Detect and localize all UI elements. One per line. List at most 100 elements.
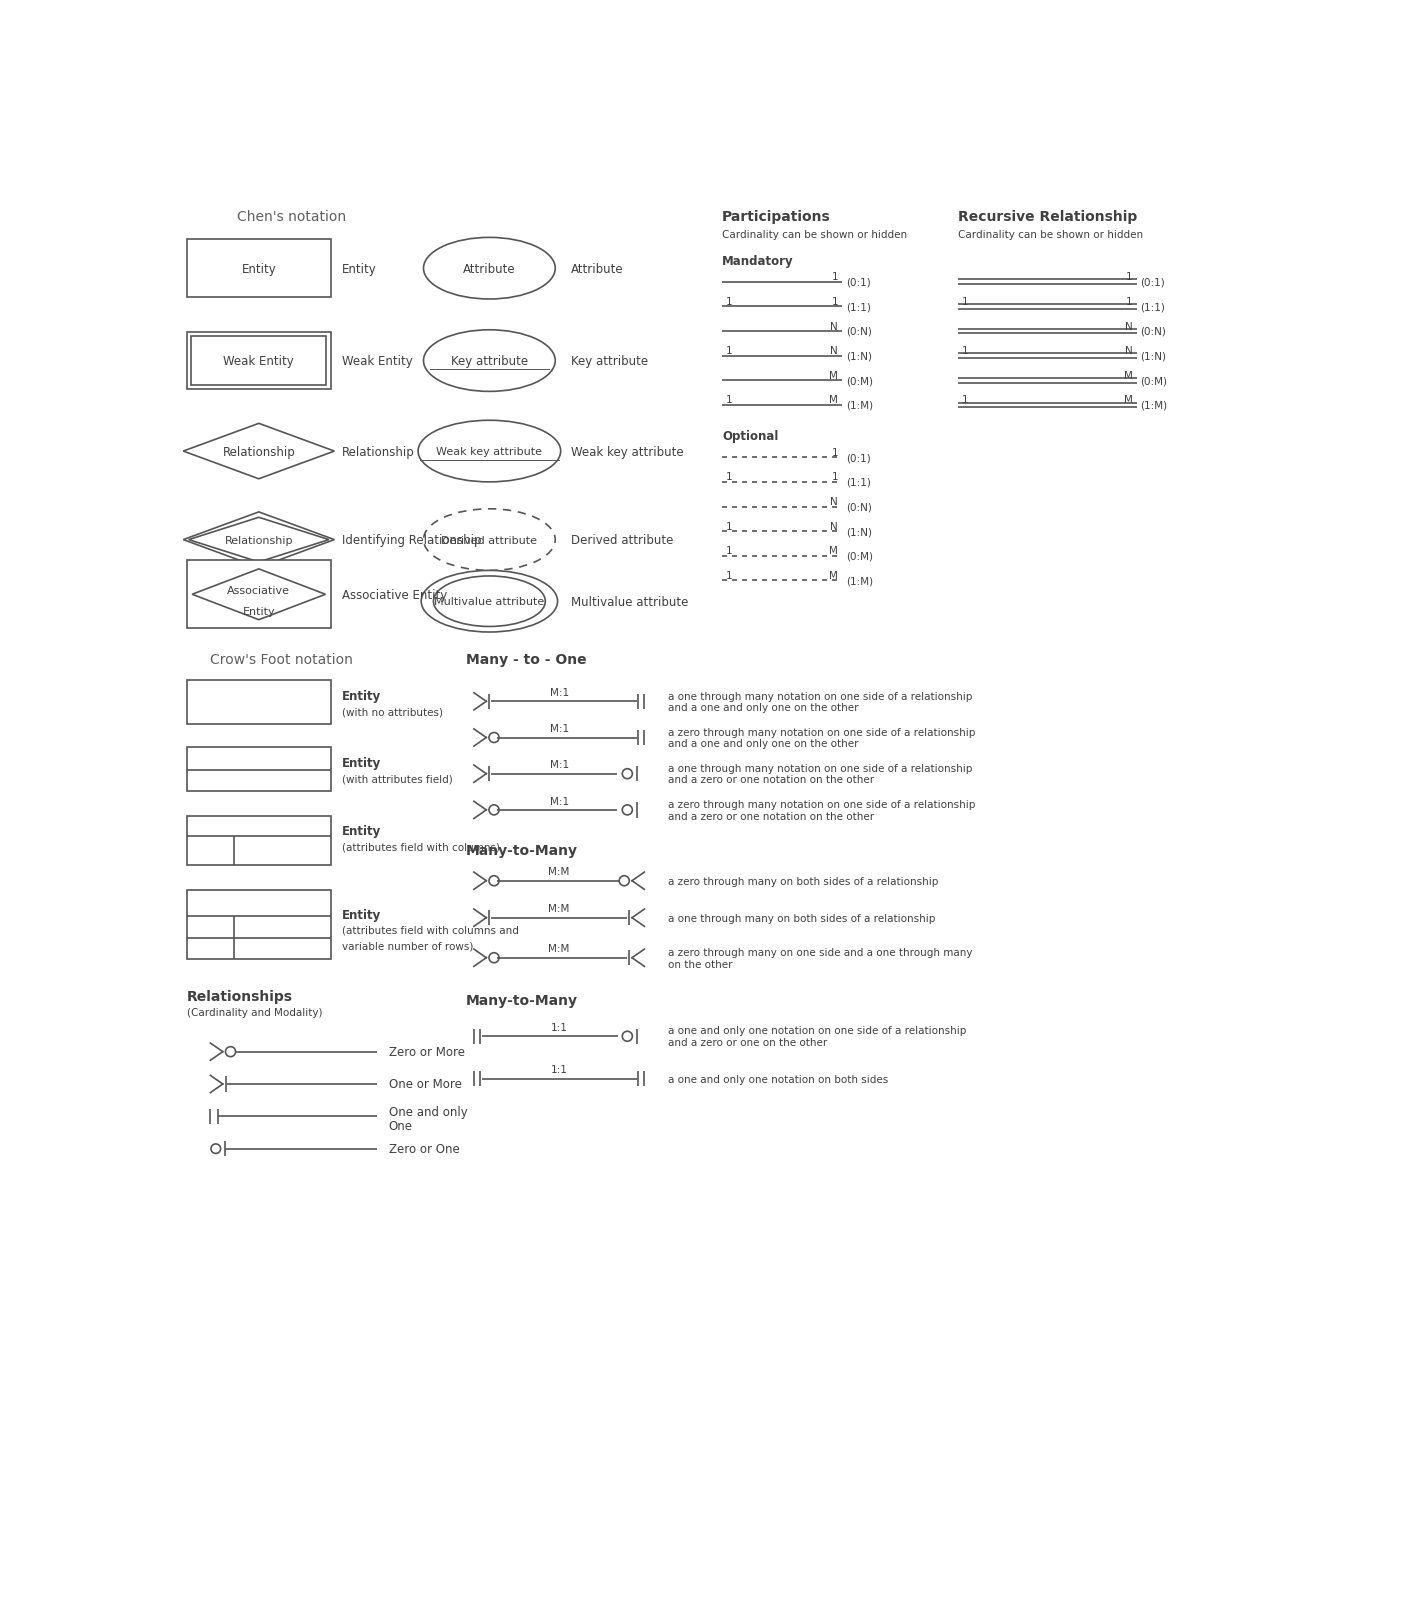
Text: 1: 1 bbox=[726, 396, 733, 406]
Text: 1:1: 1:1 bbox=[550, 1065, 567, 1074]
Bar bbox=[187, 333, 330, 390]
Text: N: N bbox=[1125, 321, 1133, 331]
Text: Optional: Optional bbox=[722, 430, 778, 443]
Text: a zero through many on one side and a one through many
on the other: a zero through many on one side and a on… bbox=[668, 948, 972, 969]
Text: Weak key attribute: Weak key attribute bbox=[571, 445, 684, 458]
Text: Participations: Participations bbox=[722, 209, 831, 224]
Text: a one and only one notation on both sides: a one and only one notation on both side… bbox=[668, 1074, 887, 1084]
Text: N: N bbox=[830, 321, 838, 331]
Ellipse shape bbox=[434, 576, 545, 626]
Ellipse shape bbox=[424, 239, 555, 300]
Text: Entity: Entity bbox=[343, 263, 376, 276]
Text: M:1: M:1 bbox=[549, 724, 569, 734]
Text: (0:N): (0:N) bbox=[1140, 326, 1167, 336]
Text: Cardinality can be shown or hidden: Cardinality can be shown or hidden bbox=[722, 230, 907, 240]
Text: Many-to-Many: Many-to-Many bbox=[466, 993, 578, 1008]
Text: Weak Entity: Weak Entity bbox=[343, 355, 413, 368]
Bar bbox=[187, 240, 330, 299]
Text: (0:N): (0:N) bbox=[845, 326, 872, 336]
Bar bbox=[191, 336, 326, 386]
Circle shape bbox=[622, 805, 632, 815]
Text: Derived attribute: Derived attribute bbox=[441, 536, 538, 545]
Text: N: N bbox=[830, 521, 838, 531]
Circle shape bbox=[489, 805, 498, 815]
Text: Relationship: Relationship bbox=[343, 445, 414, 458]
Text: M: M bbox=[830, 545, 838, 557]
Text: Entity: Entity bbox=[343, 824, 382, 837]
Text: 1: 1 bbox=[726, 545, 733, 557]
Text: M:M: M:M bbox=[549, 904, 570, 914]
Text: Associative: Associative bbox=[227, 586, 291, 596]
Ellipse shape bbox=[418, 420, 560, 482]
Text: a zero through many notation on one side of a relationship
and a one and only on: a zero through many notation on one side… bbox=[668, 727, 974, 748]
Text: (attributes field with columns): (attributes field with columns) bbox=[343, 842, 500, 852]
Text: a zero through many notation on one side of a relationship
and a zero or one not: a zero through many notation on one side… bbox=[668, 800, 974, 821]
Text: Attribute: Attribute bbox=[571, 263, 623, 276]
Text: Many - to - One: Many - to - One bbox=[466, 652, 587, 667]
Text: (1:M): (1:M) bbox=[1140, 401, 1168, 411]
Text: N: N bbox=[830, 346, 838, 355]
Text: 1: 1 bbox=[726, 571, 733, 581]
Text: (0:1): (0:1) bbox=[845, 453, 870, 463]
Text: Recursive Relationship: Recursive Relationship bbox=[959, 209, 1137, 224]
Text: Attribute: Attribute bbox=[463, 263, 515, 276]
Text: M:1: M:1 bbox=[549, 760, 569, 769]
Text: M: M bbox=[1123, 396, 1133, 406]
Text: N: N bbox=[1125, 346, 1133, 355]
Text: Entity: Entity bbox=[243, 607, 275, 617]
Text: (with no attributes): (with no attributes) bbox=[343, 708, 444, 717]
Text: M: M bbox=[830, 370, 838, 381]
Text: Key attribute: Key attribute bbox=[571, 355, 647, 368]
Text: (attributes field with columns and: (attributes field with columns and bbox=[343, 925, 519, 935]
Text: One or More: One or More bbox=[389, 1078, 462, 1091]
Text: (1:1): (1:1) bbox=[1140, 302, 1165, 312]
Text: 1: 1 bbox=[1126, 297, 1133, 307]
Text: 1: 1 bbox=[831, 448, 838, 458]
Text: 1: 1 bbox=[831, 472, 838, 482]
Text: Weak key attribute: Weak key attribute bbox=[437, 446, 542, 456]
Text: (1:N): (1:N) bbox=[1140, 351, 1167, 362]
Text: Relationship: Relationship bbox=[222, 445, 295, 458]
Text: Zero or One: Zero or One bbox=[389, 1143, 459, 1156]
Text: Entity: Entity bbox=[343, 690, 382, 703]
Text: a zero through many on both sides of a relationship: a zero through many on both sides of a r… bbox=[668, 876, 938, 886]
Text: N: N bbox=[830, 497, 838, 506]
Text: 1: 1 bbox=[962, 396, 969, 406]
Text: (1:M): (1:M) bbox=[845, 576, 873, 586]
Circle shape bbox=[619, 876, 629, 886]
Text: Many-to-Many: Many-to-Many bbox=[466, 844, 578, 857]
Circle shape bbox=[489, 734, 498, 743]
Text: Identifying Relationship: Identifying Relationship bbox=[343, 534, 482, 547]
Text: Relationship: Relationship bbox=[225, 536, 293, 545]
Text: M:M: M:M bbox=[549, 867, 570, 876]
Text: 1: 1 bbox=[726, 472, 733, 482]
Text: (0:N): (0:N) bbox=[845, 502, 872, 513]
Text: a one through many notation on one side of a relationship
and a one and only one: a one through many notation on one side … bbox=[668, 691, 972, 712]
Text: 1: 1 bbox=[726, 346, 733, 355]
Text: M: M bbox=[830, 571, 838, 581]
Text: M:M: M:M bbox=[549, 945, 570, 954]
Circle shape bbox=[489, 876, 498, 886]
Text: (0:1): (0:1) bbox=[1140, 278, 1165, 287]
Text: Mandatory: Mandatory bbox=[722, 255, 793, 268]
Text: (0:M): (0:M) bbox=[1140, 377, 1167, 386]
Text: Key attribute: Key attribute bbox=[451, 355, 528, 368]
Bar bbox=[187, 680, 330, 725]
Text: (1:1): (1:1) bbox=[845, 302, 870, 312]
Polygon shape bbox=[184, 424, 334, 479]
Polygon shape bbox=[188, 518, 329, 563]
Ellipse shape bbox=[421, 571, 557, 633]
Text: M: M bbox=[830, 396, 838, 406]
Ellipse shape bbox=[424, 331, 555, 393]
Text: Derived attribute: Derived attribute bbox=[571, 534, 673, 547]
Text: M:1: M:1 bbox=[549, 688, 569, 698]
Bar bbox=[187, 562, 330, 628]
Bar bbox=[187, 891, 330, 959]
Text: a one through many notation on one side of a relationship
and a zero or one nota: a one through many notation on one side … bbox=[668, 763, 972, 786]
Text: M: M bbox=[1123, 370, 1133, 381]
Circle shape bbox=[622, 1032, 632, 1042]
Text: Weak Entity: Weak Entity bbox=[223, 355, 295, 368]
Text: a one and only one notation on one side of a relationship
and a zero or one on t: a one and only one notation on one side … bbox=[668, 1026, 966, 1047]
Text: Crow's Foot notation: Crow's Foot notation bbox=[211, 652, 354, 667]
Text: One: One bbox=[389, 1120, 413, 1133]
